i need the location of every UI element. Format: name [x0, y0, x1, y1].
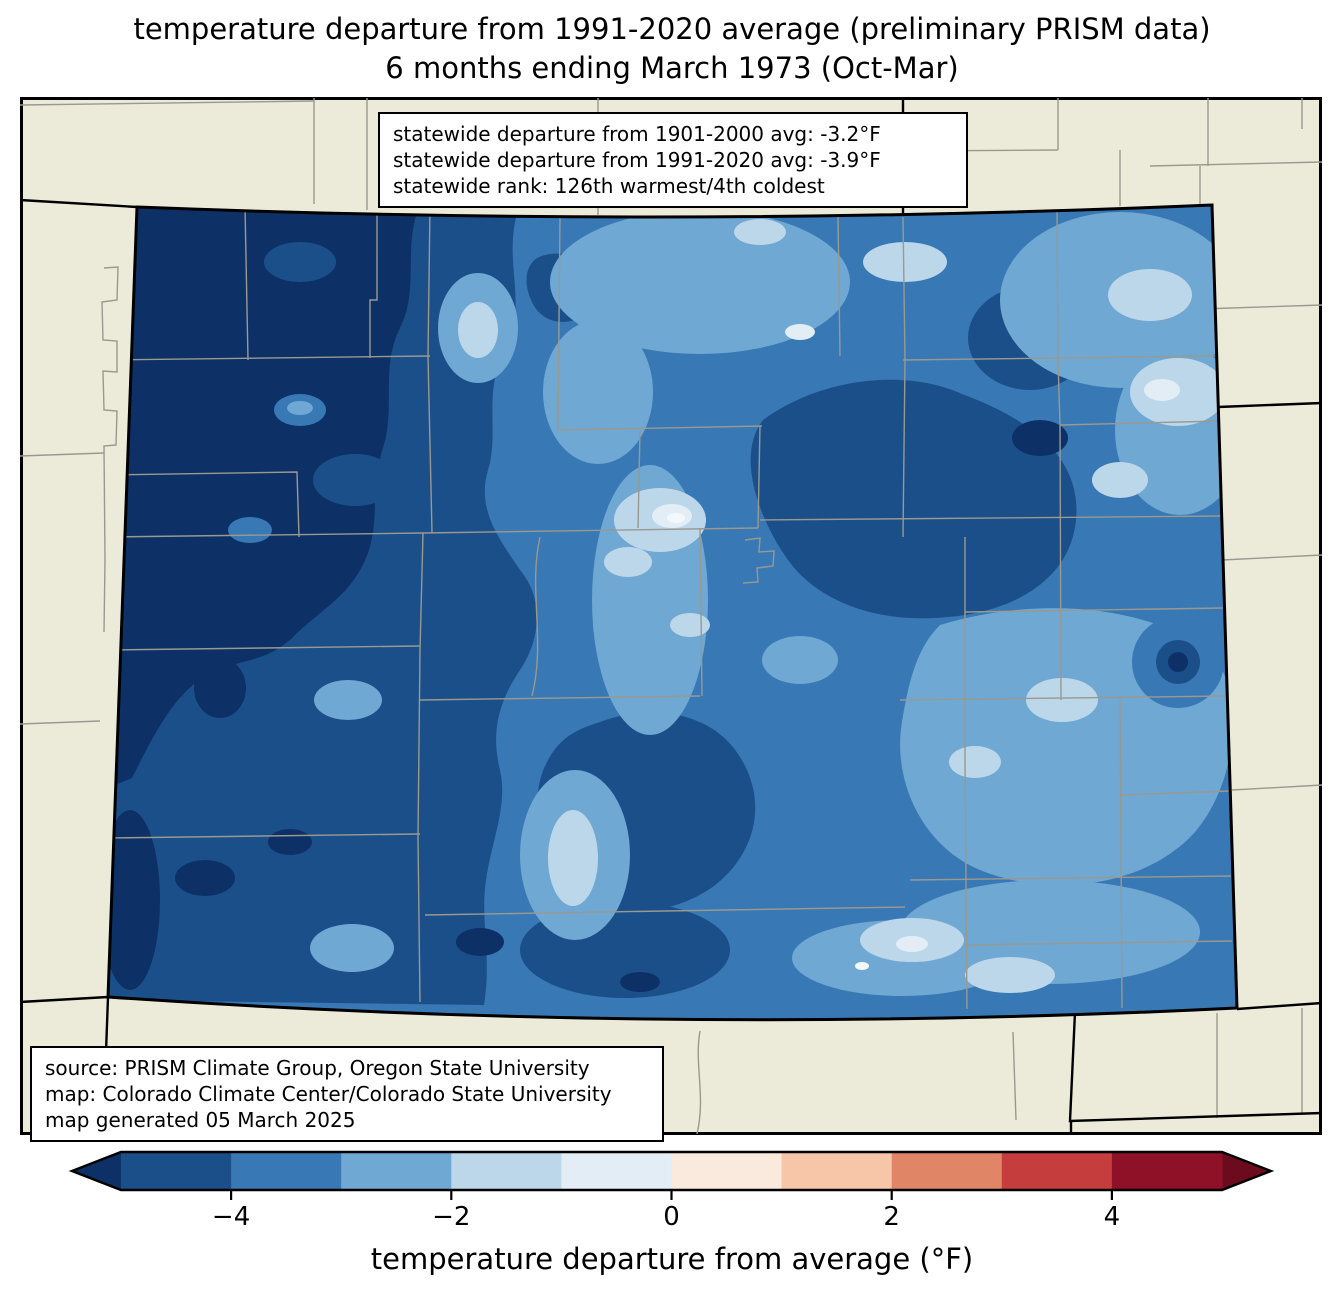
stats-box: statewide departure from 1901-2000 avg: … [378, 112, 968, 208]
colorbar-segment [561, 1152, 673, 1190]
figure-title-line-2: 6 months ending March 1973 (Oct-Mar) [385, 51, 959, 85]
colorbar-outline [68, 1150, 1275, 1192]
colorbar-segment [671, 1152, 783, 1190]
figure-title-line-1: temperature departure from 1991-2020 ave… [133, 12, 1211, 46]
map-credit-line: map: Colorado Climate Center/Colorado St… [45, 1082, 612, 1106]
map-generated-line: map generated 05 March 2025 [45, 1108, 356, 1132]
contour-deep-spots [175, 272, 1068, 992]
colorbar-ticks [230, 1190, 1114, 1200]
neighbor-county-lines [20, 98, 1322, 1135]
colorbar-tick-labels: −4 −2 0 2 4 [0, 1200, 1344, 1236]
colorbar-segment [231, 1152, 342, 1190]
colorbar-segment [1001, 1152, 1113, 1190]
state-outline [106, 203, 1239, 1022]
contour-deep-below-minus5 [108, 205, 420, 990]
colorbar-tick-label: 0 [663, 1202, 680, 1232]
colorbar-segment [891, 1152, 1003, 1190]
stat-line-1991-2020: statewide departure from 1991-2020 avg: … [393, 148, 881, 172]
colorbar-extend-left-arrow [72, 1152, 121, 1190]
contour-bullseye [1132, 616, 1224, 708]
colorbar-tick-label: −2 [432, 1202, 471, 1232]
colorbar-segment [1111, 1152, 1223, 1190]
colorbar-segments [121, 1152, 1223, 1190]
colorbar [68, 1150, 1275, 1200]
colorado-county-lines [108, 206, 1233, 1010]
source-line: source: PRISM Climate Group, Oregon Stat… [45, 1056, 590, 1080]
colorado-map [20, 97, 1322, 1135]
colorbar-segment [121, 1152, 232, 1190]
stat-line-1901-2000: statewide departure from 1901-2000 avg: … [393, 122, 881, 146]
colorbar-segment [451, 1152, 562, 1190]
colorbar-segment [341, 1152, 452, 1190]
colorbar-tick-label: 2 [883, 1202, 900, 1232]
colorbar-tick-label: 4 [1103, 1202, 1121, 1232]
colorbar-segment [781, 1152, 893, 1190]
contour-dark-patches [264, 242, 397, 506]
colorbar-axis-label: temperature departure from average (°F) [370, 1242, 974, 1276]
contour-near-white-spots [667, 513, 869, 970]
colorbar-tick-label: −4 [211, 1202, 251, 1232]
figure-title: temperature departure from 1991-2020 ave… [0, 10, 1344, 88]
stat-line-rank: statewide rank: 126th warmest/4th coldes… [393, 174, 825, 198]
source-box: source: PRISM Climate Group, Oregon Stat… [30, 1046, 664, 1142]
colorbar-extend-right-arrow [1222, 1152, 1271, 1190]
contour-fills [108, 205, 1237, 1020]
